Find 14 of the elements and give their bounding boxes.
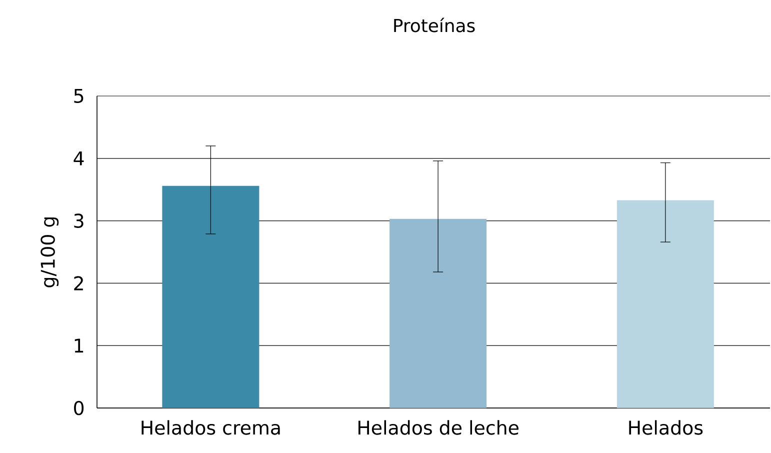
bar — [162, 186, 260, 408]
bar — [390, 218, 487, 408]
y-tick-label: 1 — [74, 338, 84, 352]
chart-title: Proteínas — [394, 18, 475, 32]
y-tick-label: 4 — [74, 152, 84, 166]
x-tick-label: Helados — [629, 420, 703, 435]
y-tick-label: 3 — [74, 214, 84, 228]
y-tick-label: 2 — [74, 276, 83, 290]
bar — [616, 200, 714, 408]
x-tick-label: Helados crema — [142, 420, 280, 435]
x-tick-label: Helados de leche — [358, 420, 518, 435]
y-tick-label: 5 — [74, 88, 84, 104]
y-tick-label: 0 — [74, 400, 84, 416]
y-axis-title: g/100 g — [40, 217, 59, 288]
